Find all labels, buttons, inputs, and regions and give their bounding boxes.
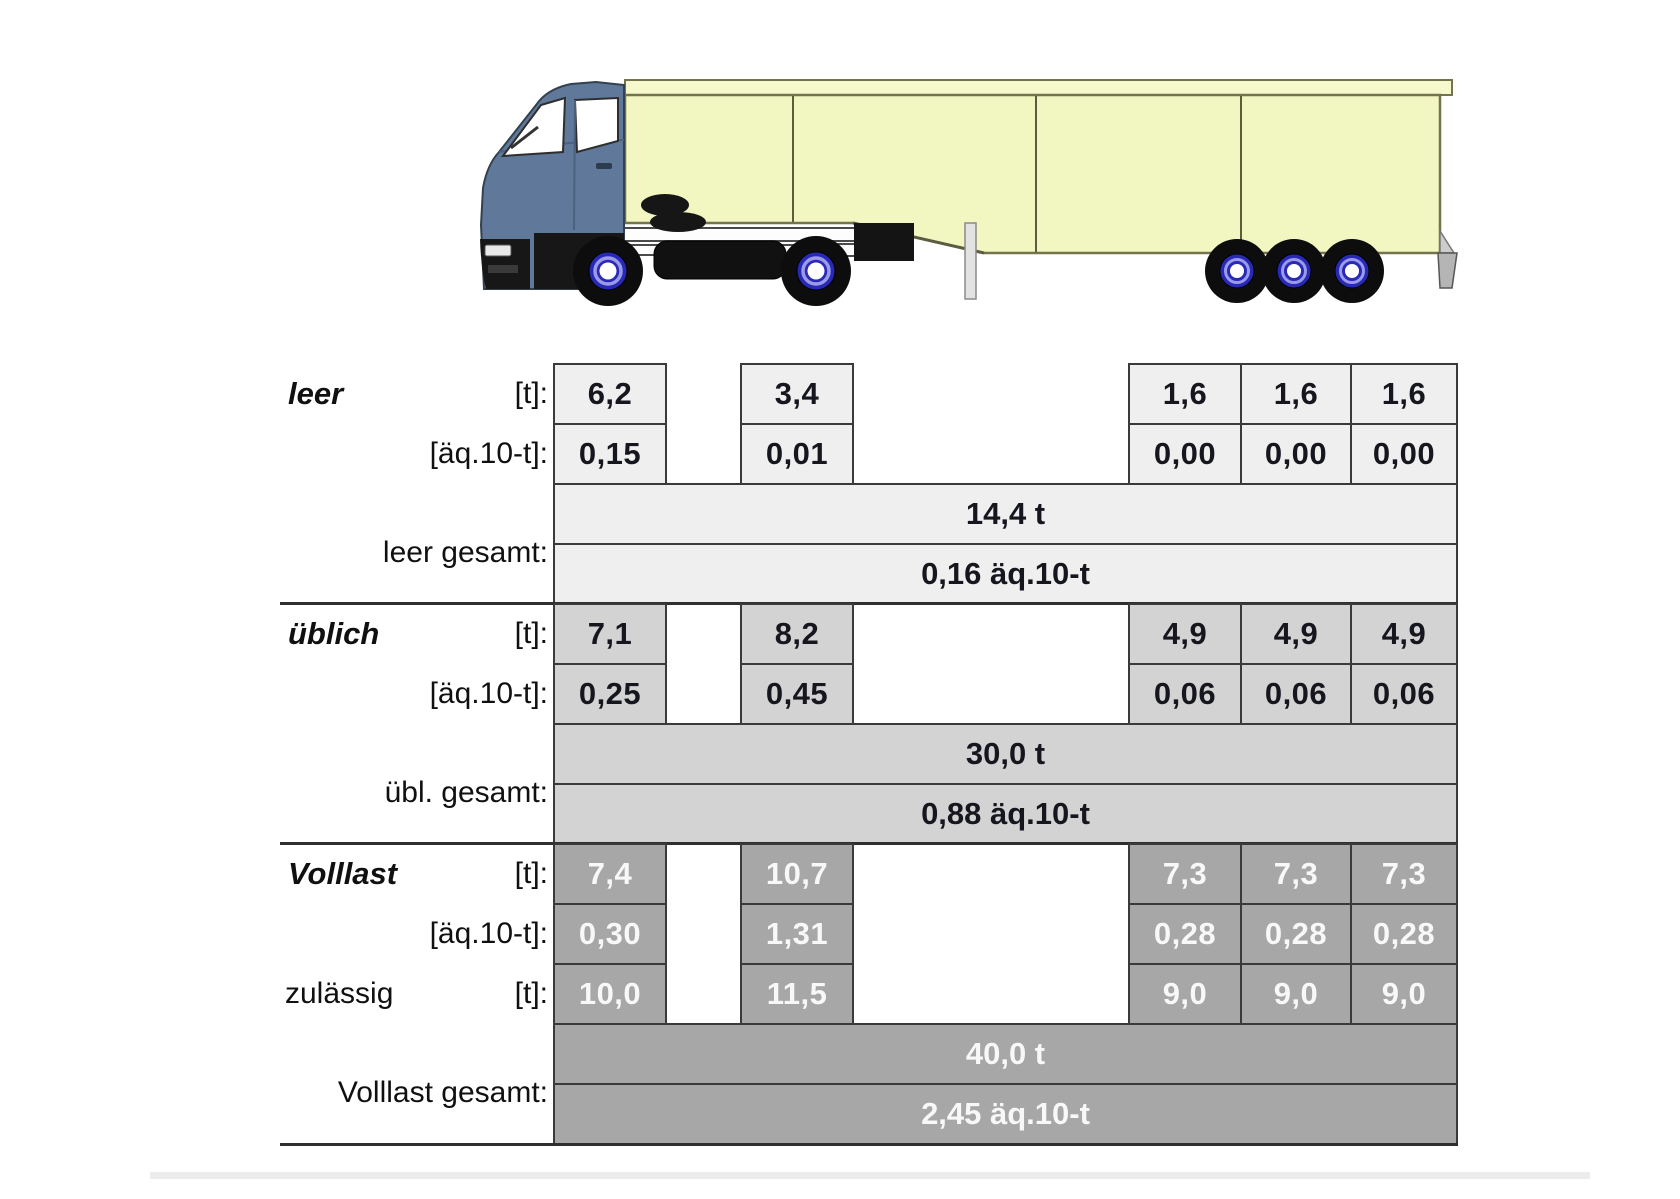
- axle-load-cell: 7,1: [553, 603, 667, 665]
- axle-load-cell: 4,9: [1240, 603, 1352, 665]
- axle-limit-cell: 9,0: [1128, 963, 1242, 1025]
- axle-limit-cell: 9,0: [1240, 963, 1352, 1025]
- total-label-leer: leer gesamt:: [382, 536, 548, 569]
- axle-aeq-cell: 0,28: [1350, 903, 1458, 965]
- wheels: [573, 236, 1384, 306]
- axle-aeq-cell: 0,00: [1128, 423, 1242, 485]
- unit-label-t: [t]:: [514, 617, 548, 650]
- unit-label-aeq: [äq.10-t]:: [429, 917, 548, 950]
- unit-label-aeq: [äq.10-t]:: [429, 677, 548, 710]
- axle-aeq-cell: 0,06: [1128, 663, 1242, 725]
- truck-illustration: [479, 79, 1458, 306]
- axle-aeq-cell: 0,00: [1240, 423, 1352, 485]
- total-label-ueblich: übl. gesamt:: [384, 776, 548, 809]
- unit-label-t: [t]:: [514, 857, 548, 890]
- tractor-cab: [479, 80, 625, 290]
- axle-load-cell: 10,7: [740, 843, 854, 905]
- table-bottom-rule: [280, 1143, 1458, 1146]
- axle-load-cell: 7,3: [1240, 843, 1352, 905]
- axle-load-cell: 4,9: [1350, 603, 1458, 665]
- axle-aeq-cell: 0,30: [553, 903, 667, 965]
- axle-load-cell: 3,4: [740, 363, 854, 425]
- trailer-support-leg: [964, 222, 977, 300]
- unit-label-t: [t]:: [514, 977, 548, 1010]
- axle-aeq-cell: 0,15: [553, 423, 667, 485]
- fuel-tank: [653, 240, 787, 280]
- total-aeq-band: 2,45 äq.10-t: [553, 1083, 1458, 1145]
- total-label-volllast: Volllast gesamt:: [337, 1076, 548, 1109]
- total-tonnes-band: 30,0 t: [553, 723, 1458, 785]
- axle-limit-cell: 9,0: [1350, 963, 1458, 1025]
- unit-label-aeq: [äq.10-t]:: [429, 437, 548, 470]
- air-tank: [650, 212, 706, 232]
- unit-label-t: [t]:: [514, 377, 548, 410]
- axle-aeq-cell: 0,00: [1350, 423, 1458, 485]
- axle-limit-cell: 11,5: [740, 963, 854, 1025]
- total-tonnes-band: 14,4 t: [553, 483, 1458, 545]
- headlight: [484, 244, 512, 257]
- axle-aeq-cell: 0,06: [1350, 663, 1458, 725]
- wheel-trailer-axle-2: [1262, 239, 1326, 303]
- axle-aeq-cell: 0,25: [553, 663, 667, 725]
- section-label-zulaessig: zulässig: [285, 977, 394, 1010]
- section-label-ueblich: üblich: [288, 616, 380, 651]
- axle-load-cell: 1,6: [1350, 363, 1458, 425]
- axle-load-cell: 7,3: [1350, 843, 1458, 905]
- trailer-rear-wedge: [1439, 228, 1456, 254]
- axle-aeq-cell: 0,01: [740, 423, 854, 485]
- axle-load-cell: 1,6: [1128, 363, 1242, 425]
- axle-load-cell: 4,9: [1128, 603, 1242, 665]
- wheel-drive-axle: [781, 236, 851, 306]
- page-footer-rule: [150, 1172, 1590, 1179]
- axle-aeq-cell: 1,31: [740, 903, 854, 965]
- wiper: [510, 125, 539, 150]
- fifth-wheel: [854, 223, 914, 261]
- wheel-trailer-axle-1: [1205, 239, 1269, 303]
- section-label-leer: leer: [288, 376, 344, 411]
- axle-aeq-cell: 0,28: [1128, 903, 1242, 965]
- axle-load-cell: 8,2: [740, 603, 854, 665]
- axle-limit-cell: 10,0: [553, 963, 667, 1025]
- wheel-front-axle: [573, 236, 643, 306]
- axle-load-cell: 7,4: [553, 843, 667, 905]
- total-aeq-band: 0,16 äq.10-t: [553, 543, 1458, 605]
- trailer-mudflap: [1437, 252, 1458, 289]
- axle-load-cell: 7,3: [1128, 843, 1242, 905]
- axle-aeq-cell: 0,28: [1240, 903, 1352, 965]
- side-window: [573, 96, 619, 154]
- axle-aeq-cell: 0,45: [740, 663, 854, 725]
- door-handle: [596, 163, 612, 169]
- wheel-trailer-axle-3: [1320, 239, 1384, 303]
- section-divider: [280, 602, 1458, 605]
- axle-aeq-cell: 0,06: [1240, 663, 1352, 725]
- total-tonnes-band: 40,0 t: [553, 1023, 1458, 1085]
- axle-load-cell: 1,6: [1240, 363, 1352, 425]
- section-label-volllast: Volllast: [288, 856, 398, 891]
- air-tank: [641, 194, 689, 216]
- axle-load-cell: 6,2: [553, 363, 667, 425]
- section-divider: [280, 842, 1458, 845]
- total-aeq-band: 0,88 äq.10-t: [553, 783, 1458, 845]
